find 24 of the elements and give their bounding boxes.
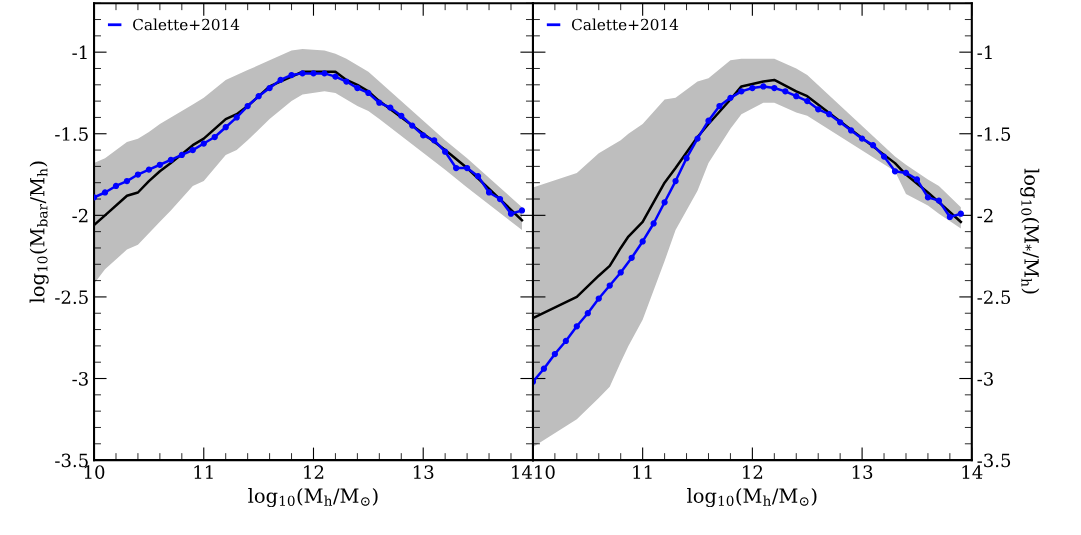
legend-label: Calette+2014 xyxy=(571,18,679,31)
y2-tick-label: -1 xyxy=(977,45,992,60)
y-tick-label: -2.5 xyxy=(55,290,88,305)
legend-label: Calette+2014 xyxy=(133,18,240,31)
y-tick-label: -1 xyxy=(72,45,87,60)
x-tick-label: 14 xyxy=(512,465,533,479)
x-tick-label: 13 xyxy=(852,465,873,479)
x-axis-title: log$_{10}$(M$_{h}$/M$_{⊙}$) xyxy=(687,487,817,508)
y-tick-label: -1.5 xyxy=(55,127,88,141)
x-tick-label: 11 xyxy=(633,465,652,479)
y-axis-title: log$_{10}$(M$_{bar}$/M$_{h}$) xyxy=(29,161,49,303)
y2-tick-label: -3 xyxy=(977,371,993,386)
x-tick-label: 12 xyxy=(304,465,324,479)
x-tick-label: 13 xyxy=(413,465,434,479)
y2-tick-label: -1.5 xyxy=(977,127,1011,141)
y2-tick-label: -2 xyxy=(977,208,993,223)
y2-axis-title: log$_{10}$(M$_{*}$/M$_{h}$) xyxy=(1020,168,1040,294)
y-tick-label: -3 xyxy=(72,371,88,386)
x-tick-label: 12 xyxy=(743,465,763,479)
x-axis-title: log$_{10}$(M$_{h}$/M$_{⊙}$) xyxy=(248,487,378,508)
x-tick-label: 10 xyxy=(535,465,555,479)
y2-tick-label: -2.5 xyxy=(977,290,1011,305)
x-tick-label: 11 xyxy=(194,465,213,479)
y-tick-label: -2 xyxy=(72,208,88,223)
